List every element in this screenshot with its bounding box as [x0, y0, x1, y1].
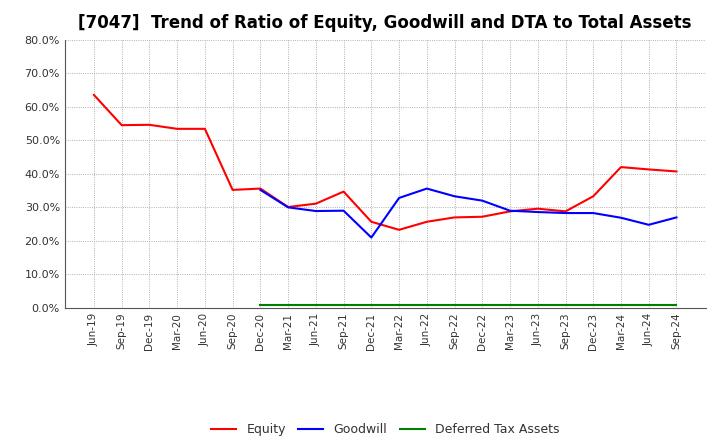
Goodwill — [616, 215, 625, 220]
Equity — [256, 186, 265, 191]
Equity — [312, 201, 320, 206]
Goodwill — [367, 235, 376, 240]
Goodwill — [450, 194, 459, 199]
Deferred Tax Assets — [284, 302, 292, 307]
Deferred Tax Assets — [616, 302, 625, 307]
Deferred Tax Assets — [478, 302, 487, 307]
Equity — [423, 219, 431, 224]
Goodwill — [478, 198, 487, 203]
Title: [7047]  Trend of Ratio of Equity, Goodwill and DTA to Total Assets: [7047] Trend of Ratio of Equity, Goodwil… — [78, 15, 692, 33]
Deferred Tax Assets — [450, 302, 459, 307]
Equity — [89, 92, 98, 98]
Equity — [367, 219, 376, 224]
Deferred Tax Assets — [505, 302, 514, 307]
Goodwill — [561, 210, 570, 216]
Equity — [117, 122, 126, 128]
Equity — [644, 167, 653, 172]
Line: Equity: Equity — [94, 95, 677, 230]
Line: Goodwill: Goodwill — [261, 189, 677, 238]
Equity — [561, 209, 570, 214]
Deferred Tax Assets — [561, 302, 570, 307]
Goodwill — [505, 208, 514, 213]
Deferred Tax Assets — [312, 302, 320, 307]
Goodwill — [256, 187, 265, 193]
Deferred Tax Assets — [367, 302, 376, 307]
Deferred Tax Assets — [395, 302, 403, 307]
Goodwill — [644, 222, 653, 227]
Goodwill — [395, 195, 403, 201]
Equity — [395, 227, 403, 232]
Equity — [505, 209, 514, 214]
Equity — [173, 126, 181, 132]
Deferred Tax Assets — [589, 302, 598, 307]
Goodwill — [312, 209, 320, 214]
Equity — [534, 206, 542, 211]
Deferred Tax Assets — [339, 302, 348, 307]
Equity — [589, 194, 598, 199]
Goodwill — [423, 186, 431, 191]
Equity — [616, 165, 625, 170]
Equity — [339, 189, 348, 194]
Goodwill — [589, 210, 598, 216]
Equity — [450, 215, 459, 220]
Equity — [672, 169, 681, 174]
Deferred Tax Assets — [534, 302, 542, 307]
Deferred Tax Assets — [644, 302, 653, 307]
Goodwill — [534, 209, 542, 215]
Equity — [478, 214, 487, 220]
Equity — [284, 204, 292, 209]
Goodwill — [339, 208, 348, 213]
Legend: Equity, Goodwill, Deferred Tax Assets: Equity, Goodwill, Deferred Tax Assets — [207, 418, 564, 440]
Deferred Tax Assets — [256, 302, 265, 307]
Equity — [201, 126, 210, 132]
Deferred Tax Assets — [672, 302, 681, 307]
Deferred Tax Assets — [423, 302, 431, 307]
Goodwill — [284, 205, 292, 210]
Equity — [228, 187, 237, 193]
Goodwill — [672, 215, 681, 220]
Equity — [145, 122, 154, 128]
